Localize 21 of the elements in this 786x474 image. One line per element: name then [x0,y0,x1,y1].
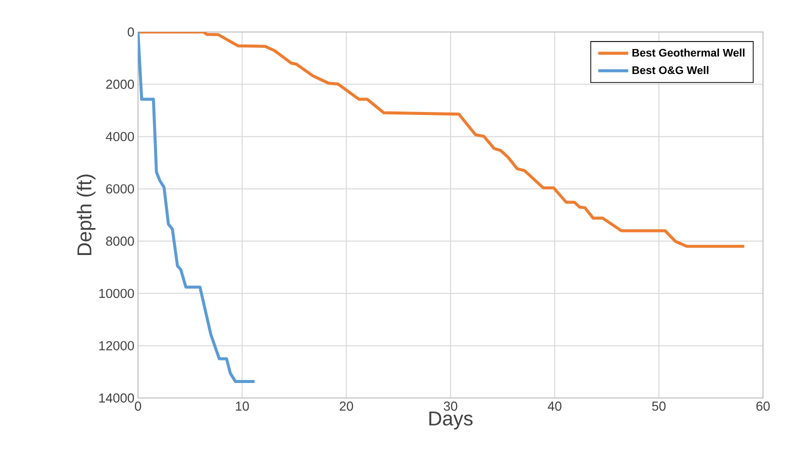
line-series [138,32,746,248]
y-tick-label: 14000 [99,393,134,403]
x-tick-label: 0 [134,402,142,411]
x-tick-label: 50 [652,402,666,411]
line-series [138,32,256,384]
x-tick-label: 20 [340,402,354,411]
legend-label: Best Geothermal Well [632,48,744,57]
y-axis-title: Depth (ft) [76,174,96,256]
x-tick-label: 10 [236,402,249,411]
x-tick-label: 30 [444,402,458,411]
x-axis-title: Days [429,412,473,430]
y-tick-label: 0 [128,27,134,37]
y-tick-label: 12000 [99,341,134,350]
legend-label: Best O&G Well [632,66,708,74]
y-tick-label: 6000 [106,184,134,194]
x-tick-label: 60 [756,402,770,411]
y-tick-label: 2000 [106,80,134,89]
x-tick-label: 40 [548,402,562,411]
y-tick-label: 10000 [99,288,134,298]
y-tick-label: 4000 [106,132,134,142]
y-tick-label: 8000 [106,236,134,246]
